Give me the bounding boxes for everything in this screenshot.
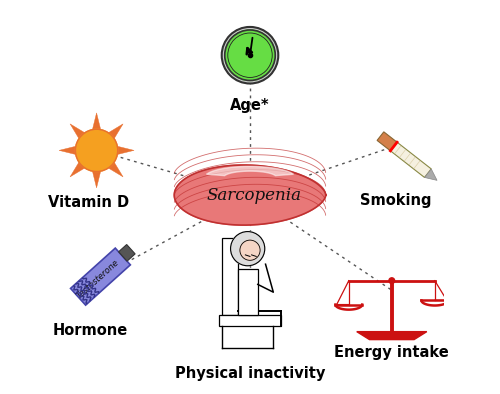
- Polygon shape: [70, 248, 130, 305]
- Polygon shape: [70, 162, 86, 177]
- Circle shape: [389, 278, 394, 284]
- Text: Energy intake: Energy intake: [334, 345, 449, 360]
- Polygon shape: [118, 245, 135, 261]
- Polygon shape: [206, 166, 294, 176]
- Text: Vitamin D: Vitamin D: [48, 195, 130, 210]
- Polygon shape: [92, 113, 101, 130]
- Circle shape: [230, 232, 265, 266]
- Text: Sarcopenia: Sarcopenia: [206, 186, 302, 204]
- Text: Testosterone: Testosterone: [74, 258, 120, 301]
- Polygon shape: [92, 171, 101, 188]
- Polygon shape: [59, 146, 76, 155]
- Polygon shape: [377, 132, 397, 151]
- Polygon shape: [116, 146, 134, 155]
- Circle shape: [222, 27, 278, 84]
- Polygon shape: [356, 332, 427, 340]
- Circle shape: [225, 30, 275, 80]
- Circle shape: [76, 129, 118, 171]
- Polygon shape: [108, 124, 123, 139]
- Text: Smoking: Smoking: [360, 193, 432, 208]
- Text: Hormone: Hormone: [53, 323, 128, 338]
- Polygon shape: [174, 165, 326, 225]
- Polygon shape: [108, 162, 123, 177]
- Polygon shape: [222, 238, 238, 316]
- Circle shape: [240, 240, 260, 260]
- Polygon shape: [390, 142, 431, 177]
- Polygon shape: [238, 269, 258, 316]
- Text: Age*: Age*: [230, 98, 270, 113]
- Polygon shape: [219, 316, 281, 326]
- Polygon shape: [424, 169, 437, 180]
- Polygon shape: [70, 124, 86, 139]
- Text: Physical inactivity: Physical inactivity: [175, 366, 325, 381]
